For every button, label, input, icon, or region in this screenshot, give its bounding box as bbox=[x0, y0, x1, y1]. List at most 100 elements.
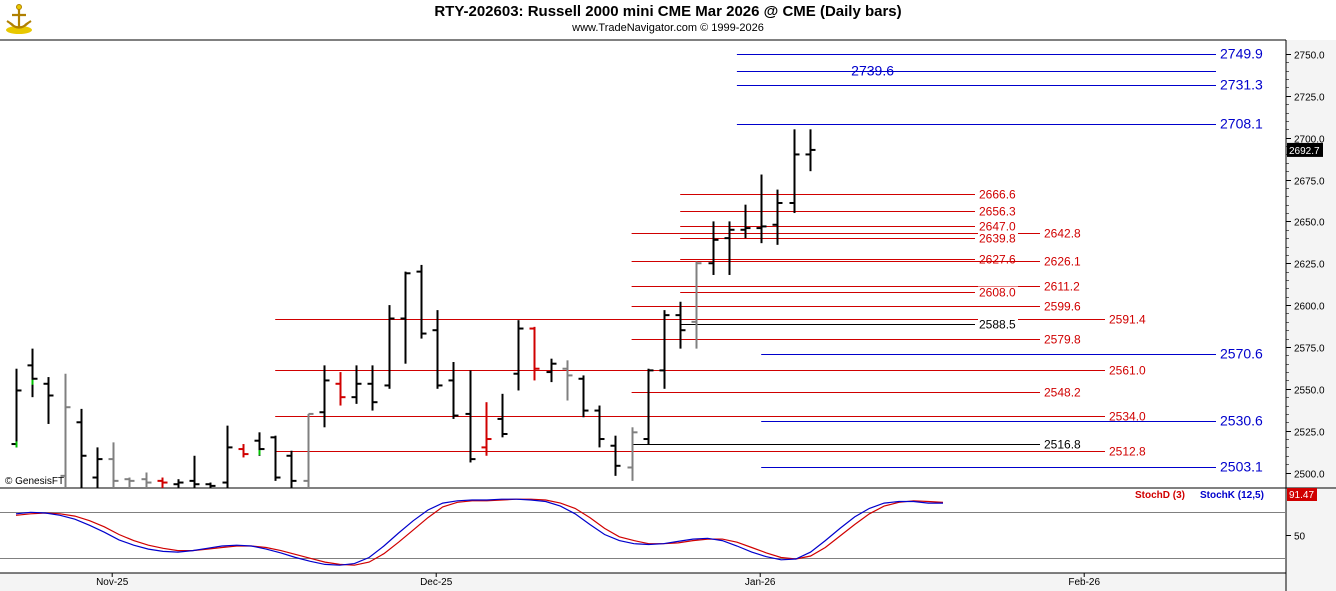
level-label: 2561.0 bbox=[1109, 364, 1146, 378]
stoch-series-line bbox=[15, 498, 943, 566]
chart-header: RTY-202603: Russell 2000 mini CME Mar 20… bbox=[0, 0, 1336, 40]
level-label: 2739.6 bbox=[851, 63, 894, 79]
price-bar bbox=[805, 129, 816, 172]
level-label: 2708.1 bbox=[1220, 116, 1263, 132]
stoch-y-tick-label: 50 bbox=[1294, 532, 1306, 543]
level-label: 2639.8 bbox=[979, 232, 1016, 246]
watermark: © GenesisFT bbox=[5, 476, 64, 487]
price-bar bbox=[286, 450, 297, 488]
price-bar bbox=[546, 358, 557, 383]
price-bar bbox=[205, 482, 216, 488]
price-bar bbox=[432, 310, 443, 389]
stochastic-panel: StochD (3) StochK (12,5) bbox=[0, 490, 1286, 566]
price-bar bbox=[173, 479, 184, 488]
chart-subtitle: www.TradeNavigator.com © 1999-2026 bbox=[572, 22, 764, 34]
y-tick-label: 2500.0 bbox=[1294, 470, 1325, 481]
y-tick-label: 2525.0 bbox=[1294, 428, 1325, 439]
level-label: 2570.6 bbox=[1220, 346, 1263, 362]
price-panel: 2749.9 2739.6 2731.3 2708.1 2666.6 2656.32647… bbox=[11, 46, 1263, 488]
level-label: 2656.3 bbox=[979, 205, 1016, 219]
level-label-bg bbox=[1043, 227, 1083, 240]
level-label: 2749.9 bbox=[1220, 46, 1263, 62]
level-label: 2608.0 bbox=[979, 286, 1016, 300]
stoch-legend-item: StochD (3) bbox=[1135, 490, 1185, 501]
price-bar bbox=[562, 360, 573, 401]
price-bar bbox=[124, 477, 135, 488]
price-bar bbox=[497, 393, 508, 438]
y-tick-label: 2600.0 bbox=[1294, 302, 1325, 313]
price-bar bbox=[27, 348, 38, 398]
y-tick-label: 2725.0 bbox=[1294, 93, 1325, 104]
level-label: 2666.6 bbox=[979, 188, 1016, 202]
level-label-bg bbox=[978, 188, 1018, 201]
x-axis-background bbox=[0, 573, 1286, 591]
level-label: 2548.2 bbox=[1044, 386, 1081, 400]
level-label: 2647.0 bbox=[979, 220, 1016, 234]
level-label-bg bbox=[1043, 280, 1083, 293]
level-label: 2731.3 bbox=[1220, 77, 1263, 93]
price-bar bbox=[43, 377, 54, 424]
price-bar bbox=[400, 271, 411, 364]
price-bar bbox=[92, 447, 103, 488]
price-bar bbox=[659, 310, 670, 389]
price-bar bbox=[238, 444, 249, 458]
stoch-last-label: 91.47 bbox=[1289, 490, 1314, 501]
y-axis-background bbox=[1286, 40, 1336, 591]
price-bar bbox=[384, 305, 395, 389]
price-bar bbox=[578, 375, 589, 418]
last-price-label: 2692.7 bbox=[1289, 146, 1320, 157]
axes: 2500.0 2525.0 2550.0 2575.0 2600.0 2625.0 2650… bbox=[96, 51, 1325, 589]
level-label-bg bbox=[1043, 255, 1083, 268]
price-bar bbox=[708, 221, 719, 275]
price-bar bbox=[108, 442, 119, 488]
level-label: 2591.4 bbox=[1109, 313, 1146, 327]
x-tick-label: Jan-26 bbox=[745, 577, 776, 588]
price-bar bbox=[756, 174, 767, 244]
level-label: 2611.2 bbox=[1044, 280, 1080, 294]
level-label-bg bbox=[1108, 313, 1148, 326]
last-price-marker bbox=[1287, 142, 1323, 157]
y-tick-label: 2650.0 bbox=[1294, 218, 1325, 229]
price-bar bbox=[675, 301, 686, 349]
bars-group bbox=[11, 129, 816, 488]
price-bar bbox=[610, 435, 621, 476]
levels-group: 2749.9 2739.6 2731.3 2708.1 2666.6 2656.32647… bbox=[275, 46, 1263, 475]
y-tick-label: 2550.0 bbox=[1294, 386, 1325, 397]
chart-title: RTY-202603: Russell 2000 mini CME Mar 20… bbox=[434, 3, 902, 20]
price-bar bbox=[157, 477, 168, 488]
trade-navigator-logo-icon[interactable] bbox=[4, 3, 34, 35]
price-bar bbox=[303, 412, 314, 488]
price-bar bbox=[772, 189, 783, 245]
y-tick-label: 2625.0 bbox=[1294, 260, 1325, 271]
price-bar bbox=[222, 425, 233, 488]
price-bar bbox=[789, 129, 800, 214]
stoch-series-line bbox=[15, 498, 944, 566]
price-bar bbox=[11, 368, 22, 448]
price-bar bbox=[60, 373, 71, 488]
x-tick-label: Dec-25 bbox=[420, 577, 453, 588]
stoch-lines bbox=[15, 498, 944, 566]
price-bar bbox=[740, 204, 751, 239]
price-bar bbox=[481, 402, 492, 456]
price-bar bbox=[351, 365, 362, 404]
level-label-bg bbox=[1108, 445, 1148, 458]
price-bar bbox=[76, 408, 87, 488]
stoch-legend-item: StochK (12,5) bbox=[1200, 490, 1264, 501]
level-label-bg bbox=[1043, 438, 1083, 451]
level-label: 2530.6 bbox=[1220, 413, 1263, 429]
price-bar bbox=[627, 427, 638, 481]
price-bar bbox=[691, 261, 702, 349]
price-bar bbox=[319, 365, 330, 428]
level-label: 2512.8 bbox=[1109, 445, 1146, 459]
level-label-bg bbox=[978, 253, 1018, 266]
level-label-bg bbox=[1043, 333, 1083, 346]
level-label-bg bbox=[978, 220, 1018, 233]
price-bar bbox=[141, 472, 152, 488]
price-bar bbox=[254, 432, 265, 456]
price-bar bbox=[416, 264, 427, 339]
level-label-bg bbox=[1108, 410, 1148, 423]
price-bar bbox=[724, 221, 735, 275]
price-bar bbox=[513, 320, 524, 391]
level-label: 2626.1 bbox=[1044, 255, 1081, 269]
